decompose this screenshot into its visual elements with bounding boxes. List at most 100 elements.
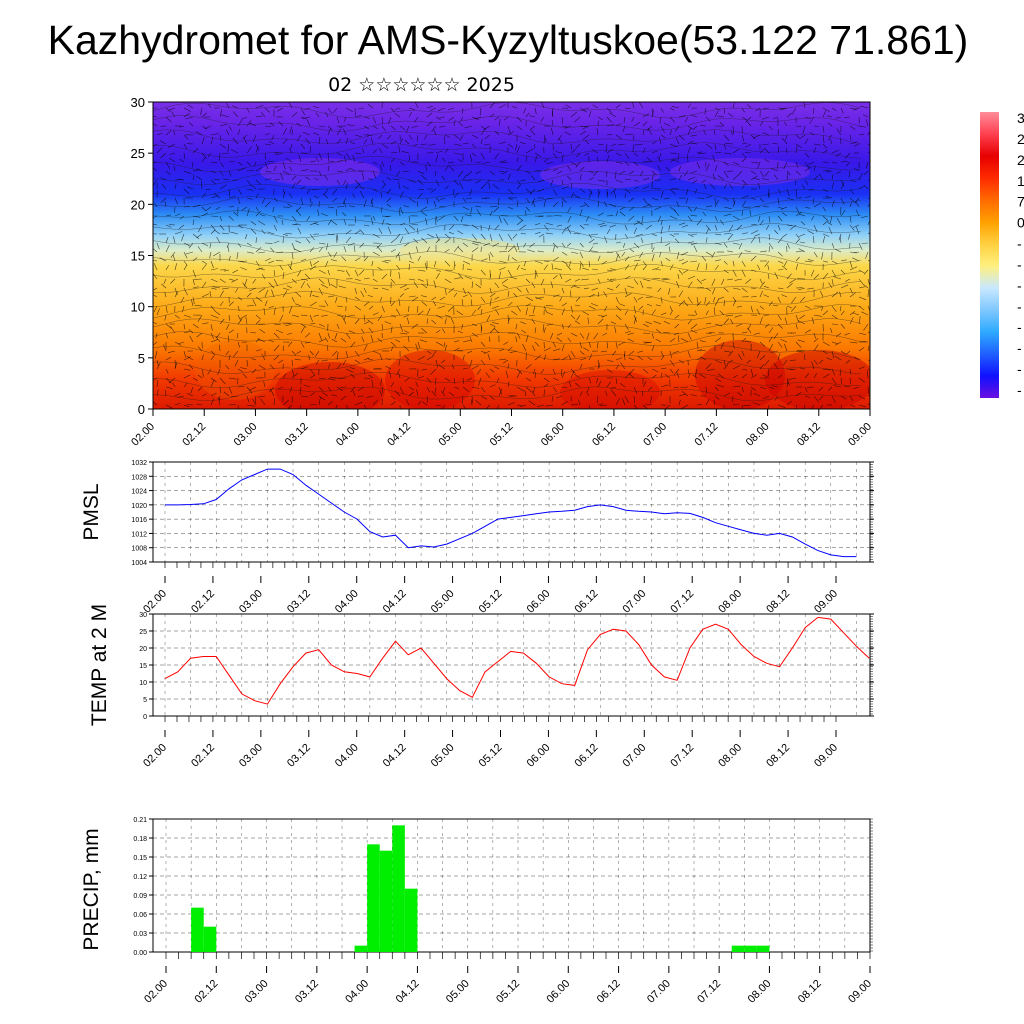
wind-barb [534, 327, 537, 334]
wind-barb [836, 218, 842, 226]
wind-barb [312, 295, 320, 298]
colorbar-label: 1 [1017, 173, 1024, 189]
wind-barb [435, 154, 439, 163]
x-tick-label: 07.00 [645, 978, 673, 1006]
wind-barb [609, 203, 617, 208]
wind-barb [516, 146, 520, 154]
wind-barb [822, 373, 830, 379]
wind-barb [215, 206, 221, 210]
wind-barb [435, 404, 442, 407]
wind-barb [426, 395, 428, 403]
wind-barb [509, 276, 518, 280]
wind-barb [196, 175, 203, 181]
wind-barb [777, 237, 783, 244]
wind-barb [201, 354, 204, 361]
wind-barb [845, 350, 851, 355]
wind-barb [628, 197, 635, 203]
wind-barb [309, 202, 313, 208]
wind-barb [561, 185, 570, 190]
wind-barb [408, 278, 416, 281]
wind-barb [234, 359, 239, 367]
wind-barb [642, 121, 648, 127]
wind-barb [209, 251, 212, 259]
wind-barb [367, 294, 374, 298]
wind-barb [268, 140, 275, 145]
wind-barb [398, 272, 401, 280]
wind-barb [781, 212, 788, 217]
wind-barb [723, 170, 729, 178]
wind-barb [507, 346, 513, 352]
wind-barb [399, 125, 406, 130]
wind-barb [534, 354, 541, 361]
contour-line [153, 170, 862, 186]
wind-barb [672, 350, 680, 354]
wind-barb [532, 368, 536, 375]
wind-barb [723, 213, 732, 217]
wind-barb [764, 359, 770, 366]
wind-barb [531, 318, 536, 325]
wind-barb [690, 215, 698, 217]
wind-barb [561, 179, 563, 186]
wind-barb [390, 381, 395, 388]
wind-barb [573, 233, 581, 235]
wind-barb [469, 154, 473, 163]
wind-barb [597, 188, 600, 195]
x-tick-label: 02.12 [189, 742, 217, 770]
wind-barb [605, 143, 608, 152]
wind-barb [723, 107, 725, 114]
wind-barb [444, 233, 451, 240]
wind-barb [744, 341, 752, 343]
wind-barb [579, 125, 588, 128]
wind-barb [282, 188, 285, 195]
wind-barb [309, 197, 312, 204]
wind-barb [614, 326, 617, 334]
x-tick-label: 06.12 [590, 421, 618, 449]
wind-barb [714, 265, 719, 271]
wind-barb [523, 260, 527, 267]
wind-barb [201, 368, 204, 377]
wind-barb [813, 332, 816, 339]
wind-barb [660, 260, 663, 267]
wind-barb [304, 341, 311, 344]
wind-barb [228, 377, 237, 380]
wind-barb [849, 287, 853, 294]
wind-barb [336, 352, 339, 361]
wind-barb [633, 134, 635, 141]
wind-barb [183, 368, 191, 371]
colorbar-label: - [1017, 340, 1022, 356]
wind-barb [435, 150, 443, 154]
wind-barb [527, 249, 536, 253]
wind-barb [192, 278, 195, 286]
wind-barb [318, 377, 325, 380]
wind-barb [165, 170, 171, 176]
wind-barb [660, 191, 664, 199]
wind-barb [190, 299, 194, 307]
wind-barb [201, 242, 209, 247]
wind-barb [299, 386, 302, 395]
wind-barb [467, 291, 473, 298]
wind-barb [372, 400, 378, 406]
wind-barb [570, 284, 576, 289]
wind-barb [282, 287, 290, 291]
wind-barb [579, 350, 585, 355]
wind-barb [333, 107, 338, 114]
wind-barb [835, 152, 842, 158]
wind-barb [153, 123, 158, 127]
x-tick-label: 05.00 [429, 588, 457, 616]
wind-barb [807, 287, 815, 290]
wind-barb [768, 188, 770, 197]
wind-barb [452, 188, 455, 196]
wind-barb [381, 206, 383, 213]
wind-barb [642, 204, 651, 208]
wind-barb [507, 301, 513, 307]
wind-barb [678, 359, 685, 364]
x-tick-label: 03.00 [232, 421, 260, 449]
wind-barb [533, 386, 536, 393]
wind-barb [687, 103, 692, 109]
wind-barb [489, 113, 495, 118]
wind-barb [190, 386, 194, 394]
wind-barb [691, 323, 698, 330]
wind-barb [534, 223, 541, 226]
wind-barb [403, 345, 410, 352]
